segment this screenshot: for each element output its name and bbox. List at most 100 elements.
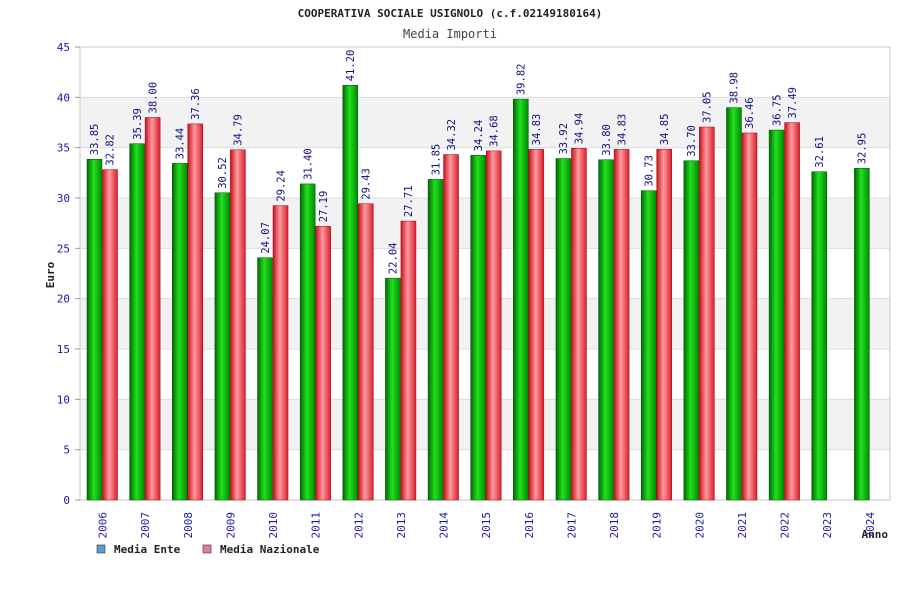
bar-value-label: 33.80 (601, 124, 613, 156)
bar-value-label: 32.95 (857, 133, 869, 165)
legend-swatch-media-nazionale (202, 544, 212, 554)
bar-media-nazionale-2007 (144, 117, 161, 501)
x-tick-label: 2022 (779, 512, 792, 539)
bar-value-label: 24.07 (260, 222, 272, 254)
bar-value-label: 34.83 (531, 114, 543, 146)
bar-value-label: 33.92 (558, 123, 570, 155)
bar-value-label: 31.40 (302, 148, 314, 180)
bar-value-label: 34.24 (473, 120, 485, 152)
x-tick-label: 2018 (608, 512, 621, 539)
bar-media-ente-2019 (640, 190, 657, 501)
bar-media-ente-2018 (598, 159, 614, 501)
bar-media-ente-2021 (726, 107, 742, 501)
bar-media-ente-2013 (385, 277, 401, 501)
legend-swatch-media-ente (96, 544, 106, 554)
chart-title: COOPERATIVA SOCIALE USIGNOLO (c.f.021491… (298, 7, 603, 20)
bar-value-label: 36.75 (771, 94, 783, 126)
bar-value-label: 29.24 (275, 170, 287, 202)
y-tick-label: 20 (57, 293, 70, 306)
bar-value-label: 34.94 (574, 113, 586, 145)
bar-value-label: 32.61 (814, 136, 826, 168)
bar-media-ente-2016 (513, 98, 529, 501)
bar-media-ente-2014 (427, 179, 444, 501)
bar-value-label: 38.00 (147, 82, 159, 114)
x-tick-label: 2009 (224, 512, 237, 539)
bar-media-ente-2012 (342, 85, 359, 501)
bar-value-label: 30.73 (643, 155, 655, 187)
bar-media-nazionale-2014 (443, 154, 459, 501)
x-tick-label: 2011 (310, 512, 323, 539)
bar-media-nazionale-2010 (272, 205, 289, 501)
bar-media-ente-2023 (811, 171, 827, 501)
x-tick-label: 2008 (182, 512, 195, 539)
y-tick-label: 35 (57, 142, 70, 155)
y-tick-label: 5 (63, 444, 70, 457)
x-axis-ticks: 2006 2007 2008 2009 2010 2011 2012 2013 2014 2015… (97, 512, 877, 539)
bar-media-nazionale-2022 (784, 122, 800, 501)
bar-value-label: 33.44 (175, 128, 187, 160)
bar-value-label: 38.98 (729, 72, 741, 104)
bar-media-nazionale-2020 (699, 126, 715, 501)
bar-value-label: 41.20 (345, 50, 357, 82)
bar-value-label: 32.82 (105, 134, 117, 166)
bar-value-label: 37.49 (787, 87, 799, 119)
bar-media-ente-2011 (299, 183, 316, 501)
bars-group (86, 85, 870, 501)
bar-media-nazionale-2013 (400, 220, 417, 501)
bar-media-nazionale-2008 (187, 123, 204, 501)
bar-value-label: 27.71 (403, 185, 415, 217)
bar-media-nazionale-2012 (358, 203, 374, 501)
x-tick-label: 2007 (139, 512, 152, 539)
x-tick-label: 2021 (736, 512, 749, 539)
bar-media-ente-2022 (768, 129, 785, 501)
bar-value-label: 34.85 (659, 114, 671, 146)
x-axis-label: Anno (862, 528, 889, 541)
bar-value-label: 35.39 (132, 108, 144, 140)
bar-media-nazionale-2015 (485, 150, 502, 501)
bar-value-label: 33.85 (89, 124, 101, 156)
x-tick-label: 2024 (864, 512, 877, 539)
chart-subtitle: Media Importi (403, 27, 497, 41)
bar-media-nazionale-2011 (315, 226, 331, 501)
bar-media-ente-2008 (172, 163, 188, 501)
bar-media-nazionale-2019 (656, 148, 672, 501)
bar-media-ente-2015 (470, 155, 486, 501)
legend-label-media-ente: Media Ente (114, 543, 181, 556)
x-tick-label: 2012 (352, 512, 365, 539)
bar-value-label: 29.43 (361, 168, 373, 200)
x-tick-label: 2014 (438, 512, 451, 539)
bar-media-ente-2017 (555, 158, 572, 501)
bar-media-ente-2024 (854, 168, 870, 501)
x-tick-label: 2015 (480, 512, 493, 539)
bar-value-label: 36.46 (744, 97, 756, 129)
bar-value-label: 37.36 (190, 88, 202, 120)
x-tick-label: 2013 (395, 512, 408, 539)
x-tick-label: 2019 (651, 512, 664, 539)
x-tick-label: 2023 (821, 512, 834, 539)
legend: Media Ente Media Nazionale (96, 543, 320, 556)
bar-value-label: 33.70 (686, 125, 698, 157)
bar-media-nazionale-2021 (741, 132, 758, 501)
bar-value-label: 34.79 (233, 114, 245, 146)
bar-value-label: 39.82 (516, 64, 528, 96)
x-tick-label: 2010 (267, 512, 280, 539)
y-tick-label: 30 (57, 192, 70, 205)
bar-media-ente-2010 (257, 257, 273, 501)
bar-value-label: 27.19 (318, 191, 330, 223)
bar-media-ente-2007 (129, 143, 145, 501)
y-tick-label: 10 (57, 393, 70, 406)
bar-media-ente-2009 (214, 192, 231, 501)
bar-media-nazionale-2016 (528, 149, 545, 501)
bar-value-label: 37.05 (702, 91, 714, 123)
y-tick-label: 45 (57, 41, 70, 54)
x-tick-label: 2017 (565, 512, 578, 539)
bar-value-label: 34.32 (446, 119, 458, 151)
bar-value-label: 34.83 (616, 114, 628, 146)
y-tick-label: 40 (57, 91, 70, 104)
plot-band (80, 47, 890, 98)
bar-media-nazionale-2017 (571, 148, 587, 501)
bar-media-ente-2006 (86, 158, 103, 501)
y-axis-ticks: 0 5 10 15 20 25 30 35 40 45 (57, 41, 80, 507)
y-tick-label: 15 (57, 343, 70, 356)
